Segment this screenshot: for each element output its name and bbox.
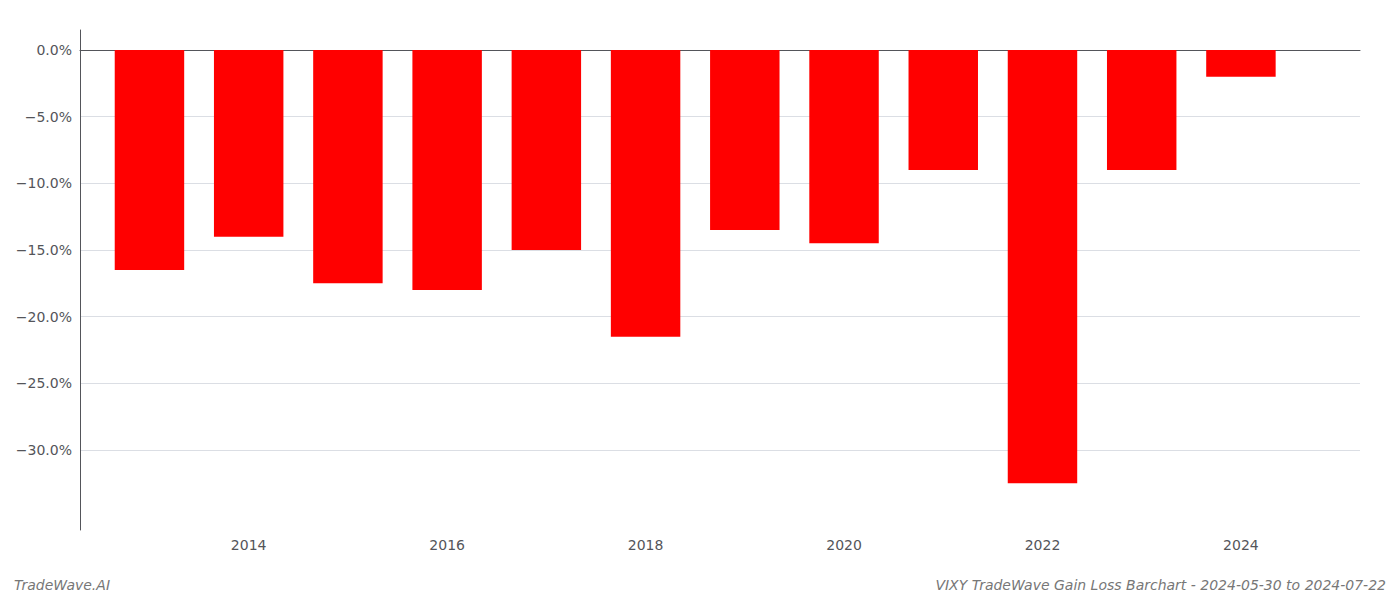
svg-text:2022: 2022	[1025, 537, 1061, 553]
svg-text:−5.0%: −5.0%	[25, 109, 72, 125]
svg-text:−30.0%: −30.0%	[16, 442, 72, 458]
svg-text:2014: 2014	[231, 537, 267, 553]
svg-text:−20.0%: −20.0%	[16, 309, 72, 325]
svg-text:2016: 2016	[429, 537, 465, 553]
svg-text:2018: 2018	[628, 537, 664, 553]
svg-text:−25.0%: −25.0%	[16, 375, 72, 391]
svg-text:VIXY TradeWave Gain Loss Barch: VIXY TradeWave Gain Loss Barchart - 2024…	[935, 577, 1386, 593]
svg-text:TradeWave.AI: TradeWave.AI	[14, 577, 110, 593]
svg-text:2020: 2020	[826, 537, 862, 553]
svg-text:0.0%: 0.0%	[36, 42, 72, 58]
svg-text:2024: 2024	[1223, 537, 1259, 553]
svg-text:−15.0%: −15.0%	[16, 242, 72, 258]
svg-text:−10.0%: −10.0%	[16, 175, 72, 191]
